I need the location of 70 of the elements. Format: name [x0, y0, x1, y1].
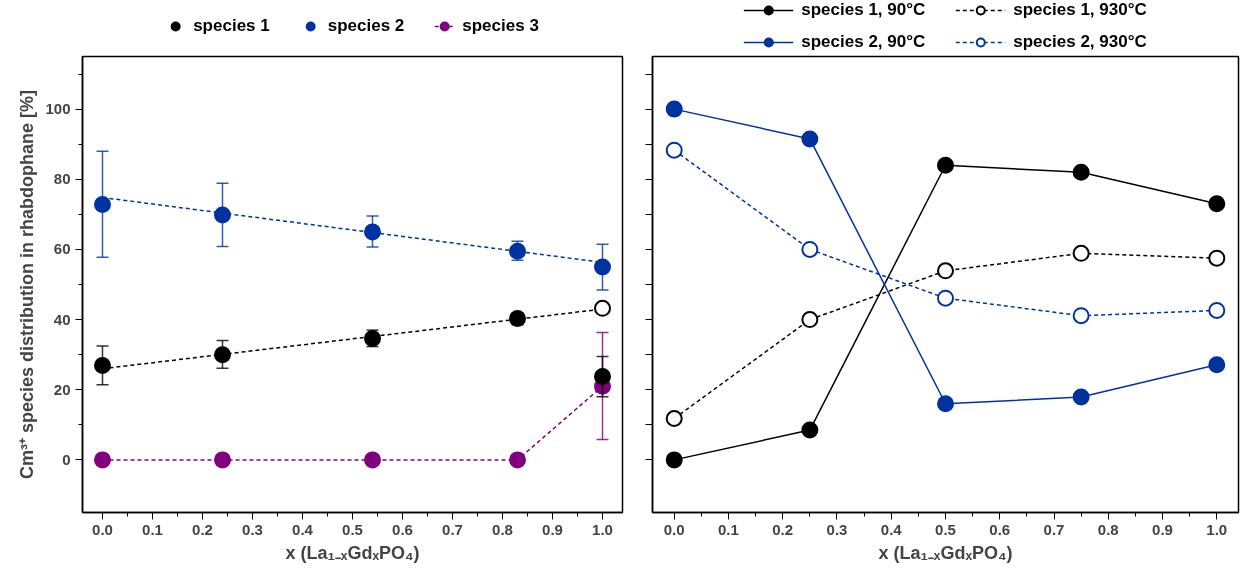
y-tick-label: 0	[62, 450, 71, 468]
x-tick-label: 0.3	[242, 520, 263, 538]
point	[937, 262, 954, 280]
x-tick-label: 0.0	[663, 520, 685, 538]
point	[801, 311, 819, 329]
x-axis-title: x (La₁₋ₓGdₓPO₄)	[878, 542, 1013, 563]
y-tick-label: 60	[53, 240, 71, 258]
x-tick-label: 0.5	[935, 520, 956, 538]
point	[94, 196, 111, 214]
point	[1072, 388, 1090, 406]
point	[214, 206, 231, 224]
point	[801, 130, 819, 148]
point	[937, 395, 954, 413]
legend-label: species 1, 90°C	[801, 0, 926, 20]
point	[665, 410, 683, 427]
x-tick-label: 1.0	[1206, 520, 1228, 538]
legend-label: species 2, 930°C	[1013, 32, 1147, 52]
point	[801, 421, 819, 439]
point	[594, 299, 611, 317]
legend-label: species 1, 930°C	[1013, 0, 1147, 20]
legend-label: species 2	[327, 16, 405, 36]
legend-label: species 1	[193, 16, 270, 36]
point	[1208, 249, 1226, 267]
x-tick-label: 0.6	[392, 520, 413, 538]
point	[1072, 307, 1090, 325]
x-axis-title: x (La₁₋ₓGdₓPO₄)	[285, 542, 420, 563]
point	[937, 289, 954, 307]
point	[1208, 356, 1226, 374]
x-tick-label: 1.0	[592, 520, 613, 538]
point	[594, 367, 611, 385]
x-tick-label: 0.8	[1097, 520, 1119, 538]
point	[665, 451, 683, 469]
point	[1072, 163, 1090, 181]
x-tick-label: 0.4	[292, 520, 314, 538]
point	[214, 346, 231, 364]
x-tick-label: 0.1	[142, 520, 163, 538]
point	[594, 258, 611, 276]
point	[937, 156, 954, 174]
x-tick-label: 0.8	[492, 520, 513, 538]
x-tick-label: 0.7	[442, 520, 463, 538]
x-tick-label: 0.6	[989, 520, 1011, 538]
x-tick-label: 0.2	[192, 520, 213, 538]
point	[94, 357, 111, 375]
point	[1208, 195, 1226, 213]
x-tick-label: 0.0	[92, 520, 113, 538]
y-tick-label: 20	[53, 380, 71, 398]
legend-label: species 3	[462, 16, 539, 36]
point	[665, 141, 683, 159]
x-tick-label: 0.1	[718, 520, 739, 538]
y-tick-label: 40	[53, 310, 71, 328]
x-tick-label: 0.3	[826, 520, 848, 538]
x-tick-label: 0.2	[772, 520, 794, 538]
y-axis-title: Cm³⁺ species distribution in rhabdophane [%]	[17, 89, 38, 480]
x-tick-label: 0.9	[1152, 520, 1173, 538]
y-tick-label: 80	[53, 170, 71, 188]
x-tick-label: 0.4	[880, 520, 903, 538]
x-tick-label: 0.5	[342, 520, 363, 538]
point	[509, 451, 526, 469]
y-tick-label: 100	[45, 100, 71, 118]
point	[364, 223, 381, 241]
point	[1208, 301, 1226, 319]
x-tick-label: 0.9	[542, 520, 563, 538]
point	[665, 100, 683, 118]
x-tick-label: 0.7	[1043, 520, 1065, 538]
legend-label: species 2, 90°C	[801, 32, 926, 52]
point	[214, 451, 231, 469]
point	[1072, 244, 1090, 262]
point	[364, 451, 381, 469]
point	[801, 240, 819, 258]
point	[94, 451, 111, 469]
